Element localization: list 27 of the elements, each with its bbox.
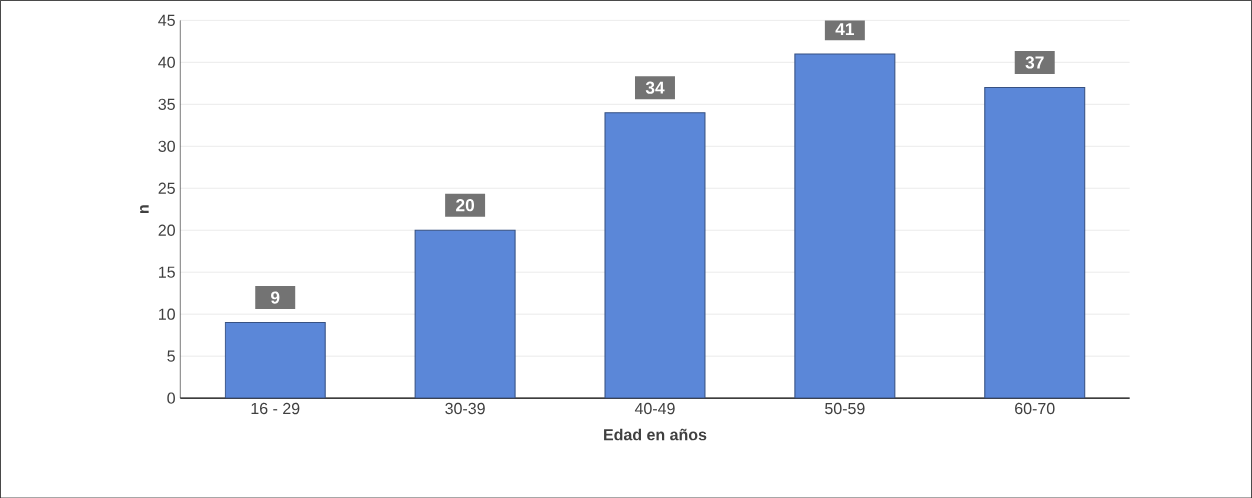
y-tick-label: 45 bbox=[158, 14, 175, 26]
data-label: 34 bbox=[645, 81, 665, 94]
y-tick-label: 0 bbox=[167, 392, 175, 404]
bar bbox=[604, 111, 706, 398]
y-tick-label: 40 bbox=[158, 56, 175, 68]
data-label: 37 bbox=[1025, 56, 1044, 69]
bar bbox=[984, 86, 1086, 398]
y-tick-label: 10 bbox=[159, 308, 175, 320]
x-tick-label: 60-70 bbox=[1015, 402, 1055, 414]
y-tick-label: 15 bbox=[159, 266, 175, 278]
x-tick-label: 16 - 29 bbox=[251, 402, 300, 414]
y-axis-title: n bbox=[140, 205, 149, 213]
y-tick-label: 30 bbox=[158, 140, 175, 152]
bar bbox=[794, 53, 896, 398]
x-axis-title: Edad en años bbox=[604, 428, 707, 441]
x-tick-label: 50-59 bbox=[825, 402, 865, 414]
y-tick-label: 5 bbox=[167, 350, 175, 362]
data-label: 20 bbox=[456, 198, 475, 212]
y-tick-label: 20 bbox=[158, 224, 175, 236]
data-label: 9 bbox=[271, 291, 280, 304]
bar bbox=[414, 229, 516, 398]
y-tick-label: 35 bbox=[158, 98, 175, 110]
x-tick-label: 40-49 bbox=[634, 402, 675, 414]
x-tick-label: 30-39 bbox=[445, 402, 485, 414]
bar bbox=[224, 321, 326, 398]
data-label: 41 bbox=[835, 22, 855, 35]
y-tick-label: 25 bbox=[158, 182, 175, 194]
